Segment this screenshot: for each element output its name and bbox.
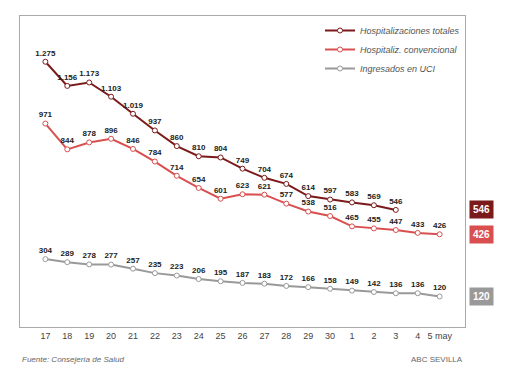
svg-text:516: 516 — [323, 203, 337, 212]
svg-text:120: 120 — [473, 291, 490, 302]
svg-text:142: 142 — [367, 279, 381, 288]
svg-text:583: 583 — [345, 189, 359, 198]
svg-text:971: 971 — [39, 110, 53, 119]
svg-text:22: 22 — [150, 331, 160, 341]
svg-text:804: 804 — [214, 144, 228, 153]
svg-text:Ingresados en UCI: Ingresados en UCI — [360, 64, 436, 74]
svg-text:597: 597 — [323, 186, 337, 195]
svg-text:136: 136 — [411, 280, 425, 289]
svg-text:Hospitalizaciones totales: Hospitalizaciones totales — [360, 26, 460, 36]
svg-text:1.275: 1.275 — [35, 49, 56, 58]
svg-text:3: 3 — [393, 331, 398, 341]
svg-text:27: 27 — [259, 331, 269, 341]
svg-text:810: 810 — [192, 143, 206, 152]
svg-text:704: 704 — [258, 165, 272, 174]
svg-text:257: 257 — [126, 256, 140, 265]
svg-text:235: 235 — [148, 260, 162, 269]
svg-text:172: 172 — [280, 273, 294, 282]
svg-text:223: 223 — [170, 262, 184, 271]
svg-text:546: 546 — [473, 204, 490, 215]
svg-text:1.156: 1.156 — [57, 73, 78, 82]
svg-text:Hospitaliz. convencional: Hospitaliz. convencional — [360, 45, 458, 55]
svg-text:278: 278 — [83, 251, 97, 260]
svg-text:426: 426 — [433, 221, 447, 230]
svg-text:601: 601 — [214, 186, 228, 195]
svg-text:654: 654 — [192, 175, 206, 184]
svg-text:206: 206 — [192, 266, 206, 275]
svg-text:25: 25 — [216, 331, 226, 341]
svg-text:896: 896 — [104, 126, 118, 135]
svg-text:30: 30 — [325, 331, 335, 341]
svg-text:289: 289 — [61, 249, 75, 258]
svg-text:860: 860 — [170, 133, 184, 142]
svg-text:569: 569 — [367, 192, 381, 201]
svg-text:17: 17 — [40, 331, 50, 341]
svg-text:5 may: 5 may — [427, 331, 452, 341]
svg-text:149: 149 — [345, 277, 359, 286]
svg-text:26: 26 — [237, 331, 247, 341]
svg-text:187: 187 — [236, 270, 250, 279]
svg-text:844: 844 — [61, 136, 75, 145]
svg-text:183: 183 — [258, 271, 272, 280]
svg-text:29: 29 — [303, 331, 313, 341]
svg-text:120: 120 — [433, 283, 447, 292]
svg-text:19: 19 — [84, 331, 94, 341]
svg-text:1.173: 1.173 — [79, 69, 100, 78]
svg-text:Fuente: Consejería de Salud: Fuente: Consejería de Salud — [22, 355, 124, 364]
svg-text:4: 4 — [415, 331, 420, 341]
svg-text:546: 546 — [389, 197, 403, 206]
svg-text:23: 23 — [172, 331, 182, 341]
svg-text:714: 714 — [170, 163, 184, 172]
svg-text:1: 1 — [350, 331, 355, 341]
svg-text:784: 784 — [148, 148, 162, 157]
svg-text:465: 465 — [345, 213, 359, 222]
svg-text:937: 937 — [148, 117, 162, 126]
svg-text:614: 614 — [302, 183, 316, 192]
svg-text:1.019: 1.019 — [123, 101, 144, 110]
svg-text:749: 749 — [236, 156, 250, 165]
svg-text:166: 166 — [302, 274, 316, 283]
svg-text:158: 158 — [323, 276, 337, 285]
svg-text:304: 304 — [39, 246, 53, 255]
svg-text:28: 28 — [281, 331, 291, 341]
svg-text:447: 447 — [389, 217, 403, 226]
svg-text:623: 623 — [236, 181, 250, 190]
svg-text:538: 538 — [302, 198, 316, 207]
svg-text:136: 136 — [389, 280, 403, 289]
svg-text:195: 195 — [214, 268, 228, 277]
svg-text:577: 577 — [280, 190, 294, 199]
svg-text:433: 433 — [411, 220, 425, 229]
svg-text:455: 455 — [367, 215, 381, 224]
svg-text:20: 20 — [106, 331, 116, 341]
svg-text:24: 24 — [194, 331, 204, 341]
svg-text:18: 18 — [62, 331, 72, 341]
svg-text:ABC SEVILLA: ABC SEVILLA — [411, 355, 463, 364]
svg-text:1.103: 1.103 — [101, 84, 122, 93]
svg-text:277: 277 — [104, 251, 118, 260]
svg-text:621: 621 — [258, 182, 272, 191]
svg-text:878: 878 — [83, 129, 97, 138]
svg-text:426: 426 — [473, 229, 490, 240]
svg-text:846: 846 — [126, 136, 140, 145]
svg-text:21: 21 — [128, 331, 138, 341]
svg-text:674: 674 — [280, 171, 294, 180]
svg-text:2: 2 — [371, 331, 376, 341]
